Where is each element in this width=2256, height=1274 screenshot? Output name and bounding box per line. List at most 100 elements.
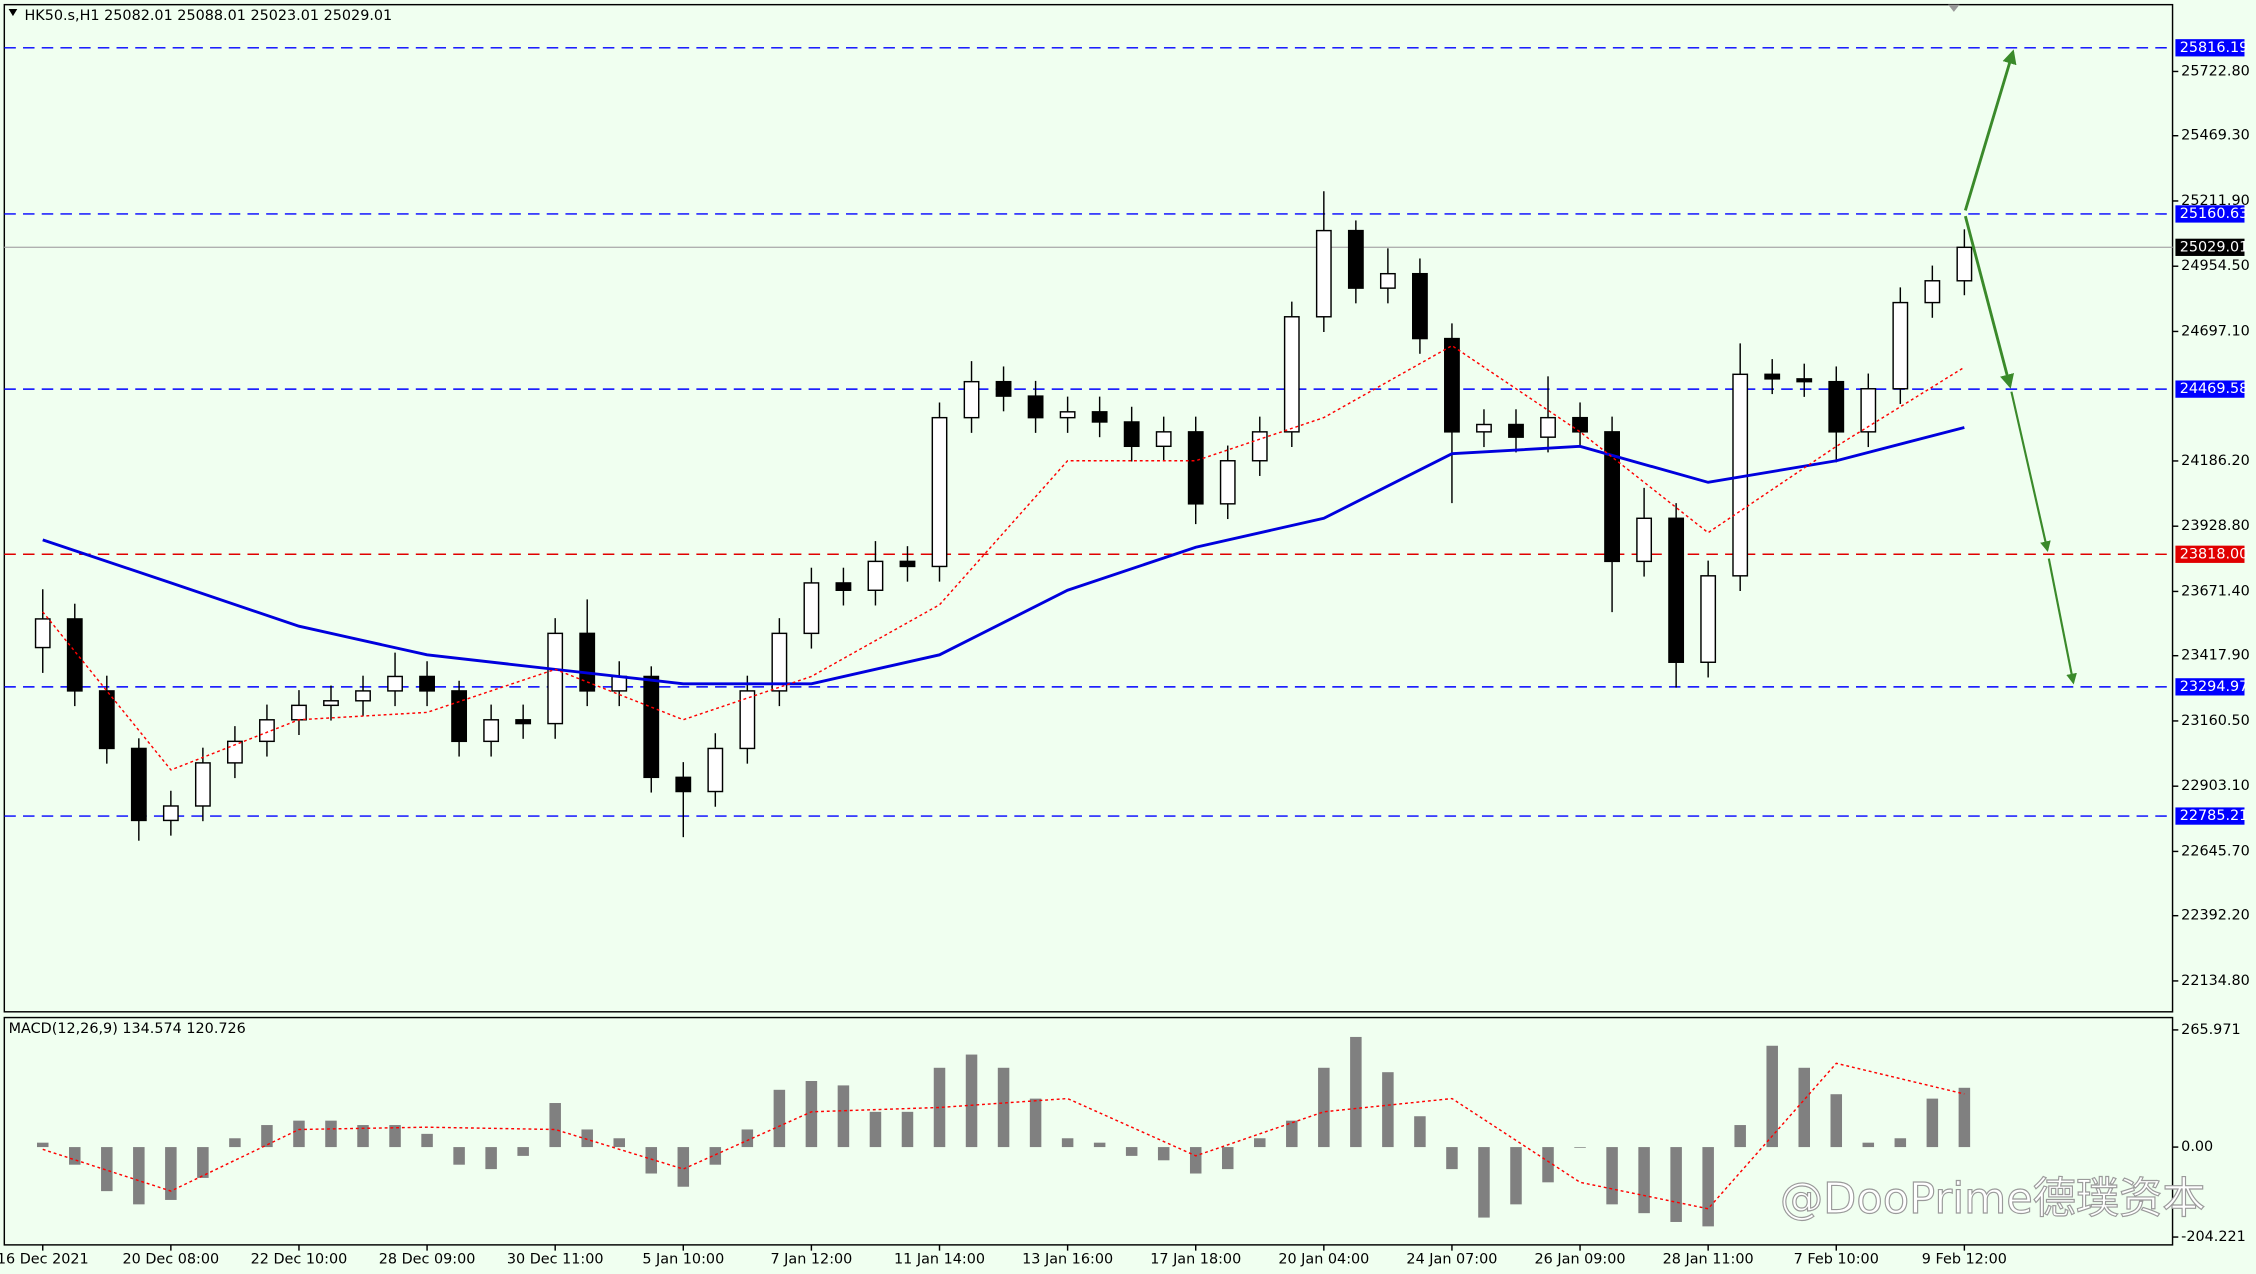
x-tick-label: 26 Jan 09:00 bbox=[1535, 1251, 1626, 1267]
candle-body bbox=[1412, 272, 1428, 340]
moving-average bbox=[42, 426, 1965, 686]
x-tick-label: 20 Dec 08:00 bbox=[123, 1251, 220, 1267]
macd-bar bbox=[837, 1085, 850, 1148]
y-tick-label: 22392.20 bbox=[2181, 908, 2250, 924]
candle-body bbox=[1892, 301, 1909, 390]
y-tick-label: -204.221 bbox=[2181, 1229, 2246, 1245]
candle-body bbox=[130, 747, 147, 822]
level-badge bbox=[2175, 545, 2245, 563]
candle-body bbox=[1668, 517, 1685, 663]
level-badge bbox=[2175, 39, 2245, 57]
macd-bar bbox=[549, 1103, 561, 1148]
candle-body bbox=[1347, 229, 1364, 289]
macd-bar bbox=[325, 1120, 337, 1148]
candle-body bbox=[707, 747, 724, 793]
level-badge bbox=[2175, 380, 2245, 398]
candle-body bbox=[483, 719, 500, 743]
candle-body bbox=[1828, 380, 1845, 433]
candle-body bbox=[226, 740, 243, 764]
macd-bar bbox=[453, 1147, 465, 1165]
candle-body bbox=[162, 805, 179, 822]
macd-bar bbox=[133, 1147, 145, 1205]
candle-body bbox=[867, 560, 884, 591]
macd-bar bbox=[1830, 1094, 1843, 1148]
macd-bar bbox=[1766, 1045, 1778, 1148]
x-tick-label: 24 Jan 07:00 bbox=[1406, 1251, 1497, 1267]
macd-bar bbox=[773, 1089, 786, 1148]
macd-bar bbox=[1734, 1125, 1746, 1148]
macd-bar bbox=[1414, 1116, 1426, 1148]
forecast-arrows bbox=[1963, 49, 2077, 685]
level-badge bbox=[2175, 678, 2245, 696]
chart-title: HK50.s,H1 25082.01 25088.01 25023.01 250… bbox=[24, 8, 392, 24]
candle-body bbox=[899, 560, 916, 568]
arrow-down-1 bbox=[1963, 215, 2015, 389]
x-tick-label: 5 Jan 10:00 bbox=[642, 1251, 724, 1267]
shift-marker bbox=[1948, 4, 1960, 12]
x-tick-label: 20 Jan 04:00 bbox=[1278, 1251, 1369, 1267]
macd-bar bbox=[261, 1125, 273, 1148]
macd-bar bbox=[165, 1147, 177, 1200]
macd-bar bbox=[229, 1138, 241, 1148]
current-price-label: 25029.01 bbox=[2180, 239, 2249, 255]
y-tick-label: 23671.40 bbox=[2181, 583, 2250, 599]
macd-bar bbox=[1606, 1147, 1618, 1205]
macd-bar bbox=[1446, 1147, 1458, 1170]
candle-body bbox=[771, 632, 788, 692]
candle-body bbox=[1091, 411, 1108, 423]
x-tick-label: 7 Feb 10:00 bbox=[1794, 1251, 1879, 1267]
candle-body bbox=[1636, 517, 1653, 563]
y-tick-label: 0.00 bbox=[2181, 1139, 2213, 1155]
candle-body bbox=[1251, 431, 1268, 462]
macd-bar bbox=[1029, 1098, 1042, 1148]
x-tick-label: 28 Jan 11:00 bbox=[1663, 1251, 1754, 1267]
macd-bar bbox=[1926, 1098, 1939, 1148]
macd-bar bbox=[1093, 1142, 1106, 1148]
candle-body bbox=[1155, 431, 1172, 448]
x-tick-label: 9 Feb 12:00 bbox=[1922, 1251, 2007, 1267]
candle-body bbox=[66, 618, 83, 692]
level-label: 23294.97 bbox=[2180, 679, 2249, 695]
candle-body bbox=[1219, 460, 1236, 505]
macd-bar bbox=[1286, 1120, 1298, 1148]
macd-bar bbox=[69, 1147, 81, 1165]
macd-bar bbox=[805, 1080, 818, 1148]
candle-body bbox=[1924, 280, 1941, 304]
candle-body bbox=[1508, 423, 1524, 438]
candle-body bbox=[611, 675, 628, 692]
candle-body bbox=[963, 380, 980, 419]
candle-body bbox=[387, 675, 403, 692]
candle-body bbox=[1444, 337, 1460, 433]
macd-bar bbox=[421, 1133, 433, 1148]
candle-body bbox=[98, 690, 115, 750]
current-price-badge bbox=[2175, 238, 2245, 256]
macd-bar bbox=[709, 1147, 722, 1165]
macd-bar bbox=[1189, 1147, 1202, 1174]
arrow-down-2 bbox=[2010, 391, 2051, 553]
candle-body bbox=[291, 704, 307, 721]
macd-bar bbox=[1318, 1067, 1330, 1148]
level-badge bbox=[2175, 807, 2245, 825]
candle-body bbox=[1764, 373, 1781, 380]
candle-body bbox=[739, 690, 756, 750]
macd-bar bbox=[1350, 1036, 1362, 1148]
candle-body bbox=[1700, 575, 1717, 663]
candle-body bbox=[1187, 431, 1204, 505]
macd-bar bbox=[1125, 1147, 1138, 1156]
macd-bar bbox=[1157, 1147, 1170, 1161]
y-tick-label: 24697.10 bbox=[2181, 323, 2250, 339]
macd-bar bbox=[485, 1147, 497, 1170]
macd-bar bbox=[1798, 1067, 1810, 1148]
candle-body bbox=[515, 719, 532, 725]
x-tick-label: 17 Jan 18:00 bbox=[1150, 1251, 1241, 1267]
macd-bar bbox=[1478, 1147, 1490, 1218]
candle-body bbox=[323, 700, 339, 707]
candle-body bbox=[1540, 416, 1556, 438]
y-tick-label: 25211.90 bbox=[2181, 193, 2250, 209]
candle-body bbox=[34, 618, 51, 649]
macd-bar bbox=[197, 1147, 209, 1178]
macd-bar bbox=[36, 1142, 49, 1148]
candle-body bbox=[419, 675, 435, 692]
macd-bar bbox=[1670, 1147, 1682, 1222]
macd-bar bbox=[933, 1067, 946, 1148]
